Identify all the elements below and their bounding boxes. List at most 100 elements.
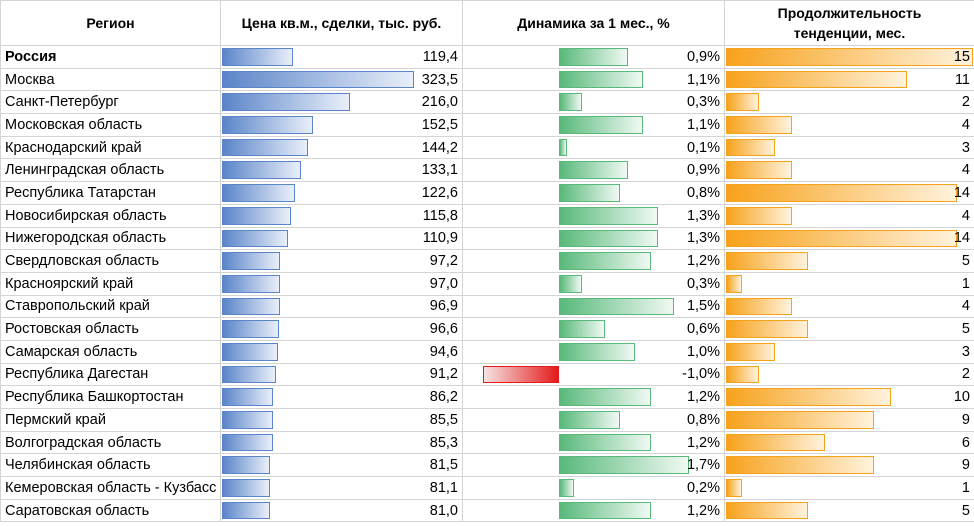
price-value: 97,2 <box>429 253 458 270</box>
dynamics-value: 0,8% <box>686 411 720 428</box>
duration-cell: 1 <box>724 271 974 296</box>
price-value: 81,1 <box>429 479 458 496</box>
price-value: 323,5 <box>421 71 458 88</box>
price-cell: 81,0 <box>220 498 463 523</box>
price-cell: 119,4 <box>220 45 463 69</box>
duration-value: 9 <box>961 411 970 428</box>
price-bar <box>222 501 270 520</box>
duration-cell: 4 <box>724 294 974 319</box>
price-bar <box>222 297 280 316</box>
region-cell: Кемеровская область - Кузбасс <box>0 476 221 500</box>
table-row: Красноярский край 97,0 0,3% 1 <box>0 271 974 296</box>
dynamics-value: 0,8% <box>686 184 720 201</box>
duration-bar <box>726 297 792 316</box>
dynamics-value: 0,3% <box>686 94 720 111</box>
price-bar <box>222 479 270 497</box>
duration-value: 4 <box>961 116 970 133</box>
duration-value: 11 <box>954 71 970 88</box>
duration-value: 14 <box>953 184 970 201</box>
region-cell: Волгоградская область <box>0 430 221 455</box>
table-row: Санкт-Петербург 216,0 0,3% 2 <box>0 90 974 115</box>
duration-value: 2 <box>961 94 970 111</box>
region-cell: Новосибирская область <box>0 203 221 228</box>
dynamics-cell: 1,1% <box>462 113 725 137</box>
dynamics-bar-positive <box>559 479 574 497</box>
header-region: Регион <box>0 0 221 46</box>
dynamics-cell: 0,9% <box>462 45 725 69</box>
region-cell: Пермский край <box>0 408 221 432</box>
price-bar <box>222 206 291 225</box>
duration-value: 5 <box>961 321 970 338</box>
header-row: Регион Цена кв.м., сделки, тыс. руб. Дин… <box>0 0 974 46</box>
price-cell: 97,2 <box>220 249 463 273</box>
duration-cell: 4 <box>724 203 974 228</box>
table-row: Ставропольский край 96,9 1,5% 4 <box>0 294 974 319</box>
table-row: Ленинградская область 133,1 0,9% 4 <box>0 158 974 183</box>
region-cell: Челябинская область <box>0 453 221 478</box>
dynamics-bar-positive <box>559 184 620 202</box>
duration-cell: 3 <box>724 339 974 364</box>
price-value: 152,5 <box>421 116 458 133</box>
dynamics-bar-positive <box>559 456 689 475</box>
duration-bar <box>726 116 792 134</box>
dynamics-value: 1,7% <box>686 457 720 474</box>
dynamics-bar-positive <box>559 229 658 248</box>
price-value: 216,0 <box>421 94 458 111</box>
price-value: 122,6 <box>421 184 458 201</box>
dynamics-value: 1,2% <box>686 389 720 406</box>
dynamics-cell: -1,0% <box>462 362 725 387</box>
price-cell: 94,6 <box>220 339 463 364</box>
header-duration: Продолжительность тенденции, мес. <box>724 0 974 46</box>
region-cell: Москва <box>0 67 221 92</box>
dynamics-cell: 1,1% <box>462 67 725 92</box>
price-bar <box>222 138 308 157</box>
dynamics-value: 1,3% <box>686 207 720 224</box>
duration-cell: 2 <box>724 362 974 387</box>
table-row: Саратовская область 81,0 1,2% 5 <box>0 498 974 523</box>
dynamics-bar-positive <box>559 206 658 225</box>
duration-cell: 14 <box>724 226 974 251</box>
duration-bar <box>726 388 891 406</box>
price-value: 115,8 <box>422 207 458 224</box>
duration-cell: 4 <box>724 158 974 183</box>
table-row: Москва 323,5 1,1% 11 <box>0 67 974 92</box>
region-cell: Ростовская область <box>0 317 221 341</box>
dynamics-bar-positive <box>559 501 651 520</box>
price-value: 96,6 <box>429 321 458 338</box>
table-row: Республика Башкортостан 86,2 1,2% 10 <box>0 385 974 409</box>
price-bar <box>222 184 295 202</box>
duration-bar <box>726 48 973 66</box>
dynamics-bar-positive <box>559 93 582 112</box>
table-row: Краснодарский край 144,2 0,1% 3 <box>0 135 974 160</box>
duration-bar <box>726 206 792 225</box>
region-cell: Ставропольский край <box>0 294 221 319</box>
duration-value: 5 <box>961 253 970 270</box>
dynamics-cell: 0,3% <box>462 90 725 115</box>
duration-bar <box>726 70 907 89</box>
price-cell: 96,9 <box>220 294 463 319</box>
dynamics-value: 1,3% <box>686 230 720 247</box>
duration-bar <box>726 184 957 202</box>
duration-value: 15 <box>953 48 970 65</box>
region-cell: Самарская область <box>0 339 221 364</box>
duration-bar <box>726 320 808 338</box>
dynamics-bar-positive <box>559 161 628 180</box>
region-cell: Республика Башкортостан <box>0 385 221 409</box>
price-cell: 85,3 <box>220 430 463 455</box>
dynamics-cell: 1,3% <box>462 226 725 251</box>
table-row: Московская область 152,5 1,1% 4 <box>0 113 974 137</box>
dynamics-value: -1,0% <box>682 366 720 383</box>
price-bar <box>222 411 273 429</box>
duration-bar <box>726 501 808 520</box>
dynamics-cell: 1,5% <box>462 294 725 319</box>
price-bar <box>222 93 350 112</box>
duration-bar <box>726 252 808 270</box>
dynamics-value: 0,2% <box>686 479 720 496</box>
dynamics-bar-positive <box>559 411 620 429</box>
price-bar <box>222 456 270 475</box>
region-cell: Ленинградская область <box>0 158 221 183</box>
duration-value: 9 <box>961 457 970 474</box>
header-duration-line1: Продолжительность <box>777 5 922 21</box>
duration-value: 5 <box>961 502 970 519</box>
